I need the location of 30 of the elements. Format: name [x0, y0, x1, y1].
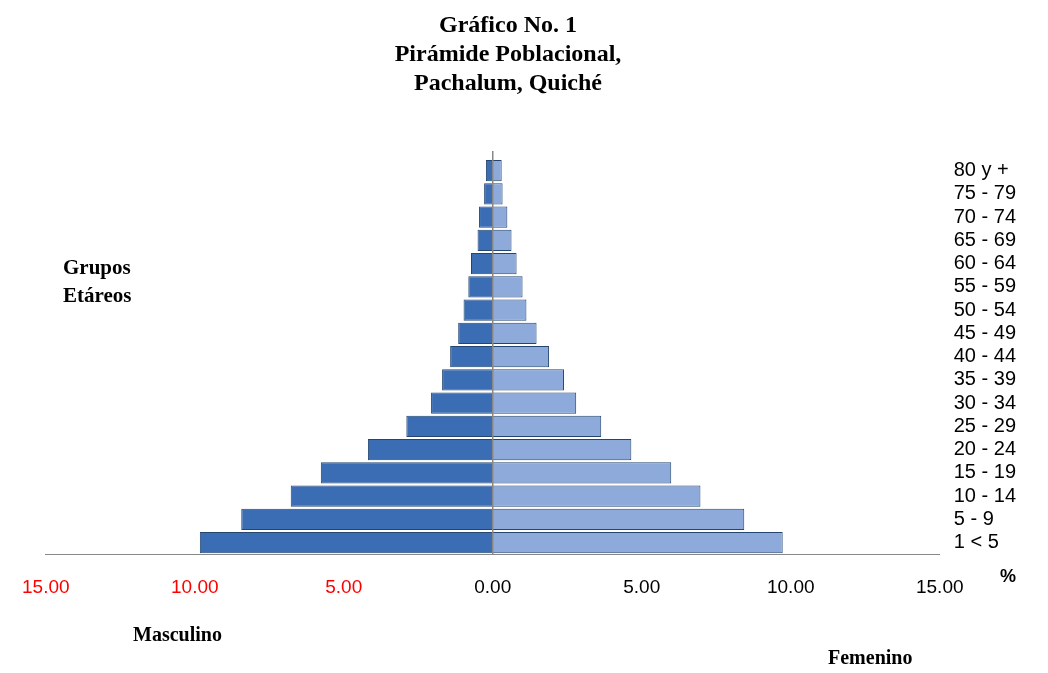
x-axis-title: % [1000, 566, 1017, 587]
y-tick-label: 35 - 39 [953, 367, 1016, 390]
x-tick-label: 15.00 [915, 575, 964, 597]
y-tick-label: 75 - 79 [953, 181, 1016, 204]
y-tick-label: 45 - 49 [953, 320, 1016, 343]
y-tick-label: 50 - 54 [953, 297, 1016, 320]
y-tick-label: 1 < 5 [953, 530, 999, 553]
y-axis-title: Grupos Etáreos [63, 254, 133, 309]
y-tick-label: 60 - 64 [953, 251, 1016, 274]
y-tick-label: 10 - 14 [953, 483, 1016, 506]
y-tick-label: 25 - 29 [953, 413, 1016, 436]
x-tick-label: 5.00 [623, 575, 661, 597]
x-tick-label: 15.00 [22, 575, 70, 597]
y-tick-label: 15 - 19 [953, 460, 1016, 483]
y-tick-label: 70 - 74 [953, 204, 1016, 227]
y-tick-label: 20 - 24 [953, 437, 1016, 460]
y-tick-label: 55 - 59 [953, 274, 1016, 297]
y-tick-label: 40 - 44 [953, 344, 1016, 367]
text: Masculino [133, 623, 222, 646]
y-tick-label: 65 - 69 [953, 227, 1016, 250]
chart-subtitle: Pirámide Poblacional, Pachalum, Quiché [393, 39, 623, 97]
y-tick-label: 30 - 34 [953, 390, 1016, 413]
x-tick-label: 10.00 [170, 575, 219, 597]
x-tick-label: 10.00 [766, 575, 815, 597]
y-tick-label: 80 y + [953, 158, 1009, 181]
y-tick-label: 5 - 9 [953, 506, 994, 529]
text: Femenino [828, 646, 913, 669]
chart-title: Gráfico No. 1 [438, 10, 578, 39]
x-tick-label: 5.00 [325, 575, 363, 597]
x-tick-label: 0.00 [474, 575, 512, 597]
